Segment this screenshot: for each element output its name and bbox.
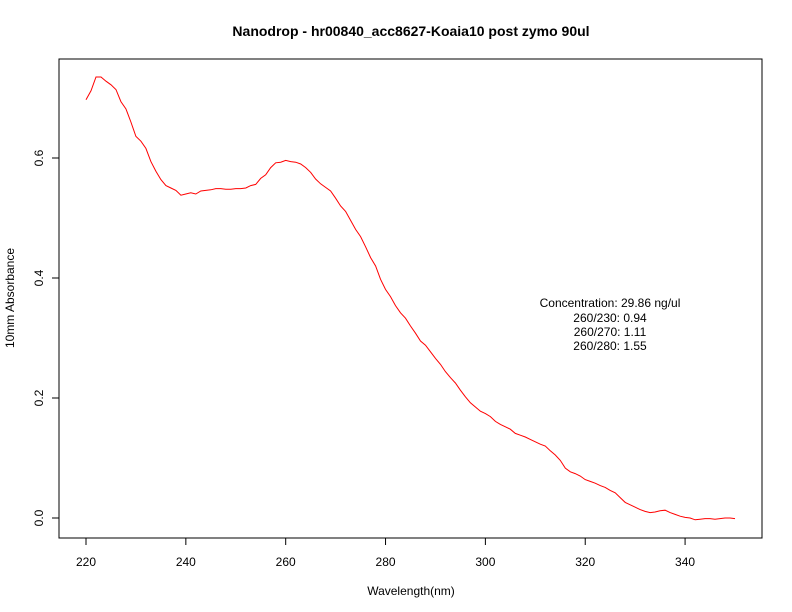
chart-title: Nanodrop - hr00840_acc8627-Koaia10 post …: [232, 23, 589, 39]
x-axis: 220 240 260 280 300 320 340: [76, 537, 695, 569]
y-tick-label: 0.0: [32, 509, 46, 526]
y-axis-label: 10mm Absorbance: [3, 248, 17, 348]
annotation-260-270: 260/270: 1.11: [574, 325, 647, 339]
absorbance-line: [85, 76, 736, 521]
annotation-260-280: 260/280: 1.55: [573, 339, 647, 353]
x-tick-label: 240: [176, 555, 196, 569]
annotation-260-230: 260/230: 0.94: [573, 311, 647, 325]
x-tick-label: 320: [575, 555, 595, 569]
y-tick-label: 0.6: [32, 149, 46, 166]
y-tick-label: 0.2: [32, 389, 46, 406]
x-tick-label: 220: [76, 555, 96, 569]
x-axis-label: Wavelength(nm): [367, 584, 455, 598]
annotation-concentration: Concentration: 29.86 ng/ul: [540, 296, 681, 310]
x-tick-label: 340: [675, 555, 695, 569]
annotation-block: Concentration: 29.86 ng/ul 260/230: 0.94…: [540, 296, 681, 353]
y-axis: 0.0 0.2 0.4 0.6: [32, 149, 60, 526]
x-tick-label: 280: [376, 555, 396, 569]
x-tick-label: 300: [475, 555, 495, 569]
y-tick-label: 0.4: [32, 269, 46, 286]
x-tick-label: 260: [276, 555, 296, 569]
